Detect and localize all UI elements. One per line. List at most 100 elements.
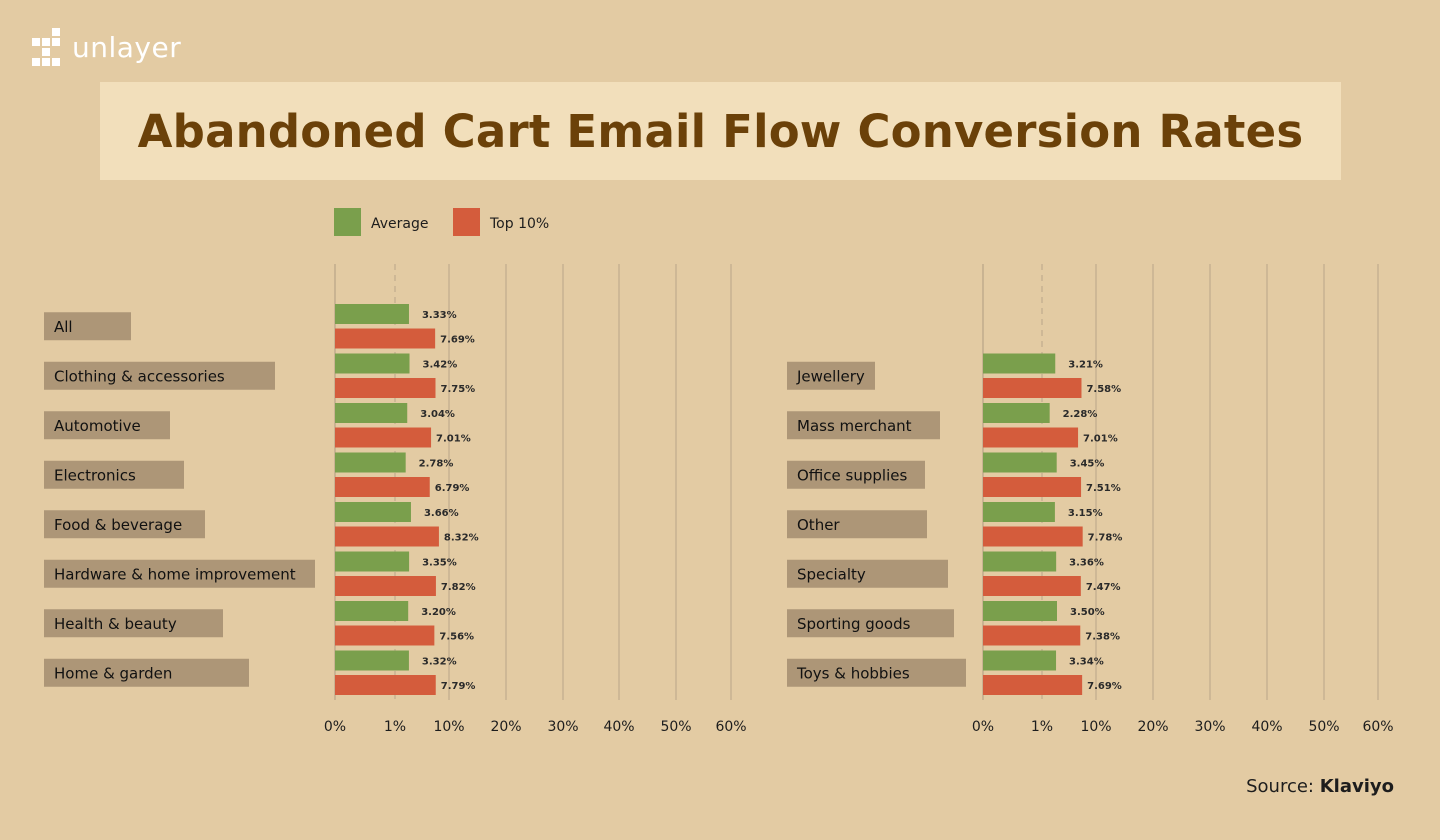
data-label-average: 3.21%	[1068, 360, 1103, 371]
logo-square	[52, 58, 60, 66]
data-label-top10: 7.75%	[441, 384, 476, 395]
source-credit: Source: Klaviyo	[1246, 776, 1394, 797]
x-tick-label: 30%	[547, 719, 578, 735]
bar-average	[335, 452, 406, 473]
x-tick-label: 60%	[715, 719, 746, 735]
data-label-top10: 7.56%	[439, 632, 474, 643]
data-label-top10: 7.51%	[1086, 483, 1121, 494]
brand-name: unlayer	[72, 30, 182, 64]
data-label-average: 3.33%	[422, 310, 457, 321]
category-label-box	[787, 510, 927, 539]
bar-top10	[335, 477, 430, 497]
category-label: Other	[797, 516, 840, 534]
x-tick-label: 20%	[490, 719, 521, 735]
category-label: Automotive	[54, 417, 141, 435]
logo-square	[42, 38, 50, 46]
logo-square	[42, 58, 50, 66]
data-label-top10: 7.38%	[1085, 632, 1120, 643]
data-label-top10: 7.01%	[436, 434, 471, 445]
data-label-top10: 7.01%	[1083, 434, 1118, 445]
grid-logo-icon	[32, 26, 62, 68]
data-label-top10: 7.82%	[441, 582, 476, 593]
bar-average	[983, 551, 1057, 572]
category-label-box	[44, 510, 205, 539]
bar-top10	[983, 526, 1083, 547]
category-label: Office supplies	[797, 466, 907, 484]
bar-top10	[983, 477, 1082, 497]
data-label-average: 2.78%	[419, 459, 454, 470]
category-label-box	[787, 361, 875, 390]
category-label: Mass merchant	[797, 417, 912, 435]
data-label-top10: 7.79%	[441, 681, 476, 692]
category-label: Specialty	[797, 565, 866, 583]
data-label-top10: 7.69%	[1087, 681, 1122, 692]
x-tick-label: 30%	[1194, 719, 1225, 735]
data-label-average: 3.20%	[421, 607, 456, 618]
bar-average	[983, 452, 1057, 473]
category-label: Jewellery	[796, 367, 865, 385]
bar-average	[983, 353, 1056, 374]
x-tick-label: 40%	[1251, 719, 1282, 735]
x-tick-label: 0%	[972, 719, 994, 735]
x-tick-label: 60%	[1362, 719, 1393, 735]
source-name: Klaviyo	[1319, 776, 1394, 797]
bar-top10	[335, 625, 435, 646]
logo-square	[32, 38, 40, 46]
category-label: Clothing & accessories	[54, 367, 225, 385]
x-tick-label: 10%	[1080, 719, 1111, 735]
bar-average	[335, 502, 411, 522]
data-label-average: 3.45%	[1070, 459, 1105, 470]
bar-top10	[983, 675, 1083, 695]
brand-logo: unlayer	[32, 26, 181, 68]
category-label: Toys & hobbies	[796, 664, 910, 682]
logo-square	[32, 58, 40, 66]
category-label-box	[787, 411, 940, 440]
bar-top10	[983, 378, 1082, 398]
data-label-average: 2.28%	[1063, 409, 1098, 420]
category-label-box	[44, 609, 223, 638]
legend-label: Top 10%	[489, 216, 549, 232]
bar-average	[335, 551, 410, 572]
bar-average	[983, 403, 1050, 423]
legend-label: Average	[371, 216, 429, 232]
data-label-top10: 6.79%	[435, 483, 470, 494]
category-label-box	[787, 658, 966, 687]
data-label-top10: 7.47%	[1086, 582, 1121, 593]
bar-top10	[983, 427, 1079, 448]
logo-square	[52, 38, 60, 46]
category-label-box	[44, 312, 131, 341]
category-label-box	[44, 460, 184, 489]
category-label: Food & beverage	[54, 516, 182, 534]
bar-top10	[335, 675, 436, 695]
bar-top10	[335, 576, 436, 596]
bar-average	[335, 304, 409, 324]
category-label: Home & garden	[54, 664, 172, 682]
data-label-average: 3.34%	[1069, 657, 1104, 668]
data-label-top10: 7.58%	[1086, 384, 1121, 395]
category-label-box	[787, 559, 948, 588]
legend-swatch-top10	[453, 208, 480, 236]
x-tick-label: 0%	[324, 719, 346, 735]
data-label-top10: 7.78%	[1088, 533, 1123, 544]
category-label-box	[44, 658, 249, 687]
data-label-average: 3.04%	[420, 409, 455, 420]
logo-square	[52, 28, 60, 36]
category-label: Electronics	[54, 466, 136, 484]
bar-top10	[983, 576, 1081, 596]
category-label: Hardware & home improvement	[54, 565, 296, 583]
bar-top10	[335, 526, 439, 547]
data-label-average: 3.15%	[1068, 508, 1103, 519]
bar-average	[335, 650, 409, 671]
data-label-average: 3.32%	[422, 657, 457, 668]
data-label-top10: 8.32%	[444, 533, 479, 544]
bar-average	[335, 403, 408, 423]
bar-top10	[983, 625, 1081, 646]
data-label-top10: 7.69%	[440, 335, 475, 346]
x-tick-label: 1%	[384, 719, 406, 735]
x-tick-label: 40%	[603, 719, 634, 735]
category-label-box	[787, 460, 925, 489]
x-tick-label: 50%	[660, 719, 691, 735]
data-label-average: 3.35%	[422, 558, 457, 569]
source-label: Source:	[1246, 776, 1314, 797]
bar-average	[983, 502, 1055, 522]
